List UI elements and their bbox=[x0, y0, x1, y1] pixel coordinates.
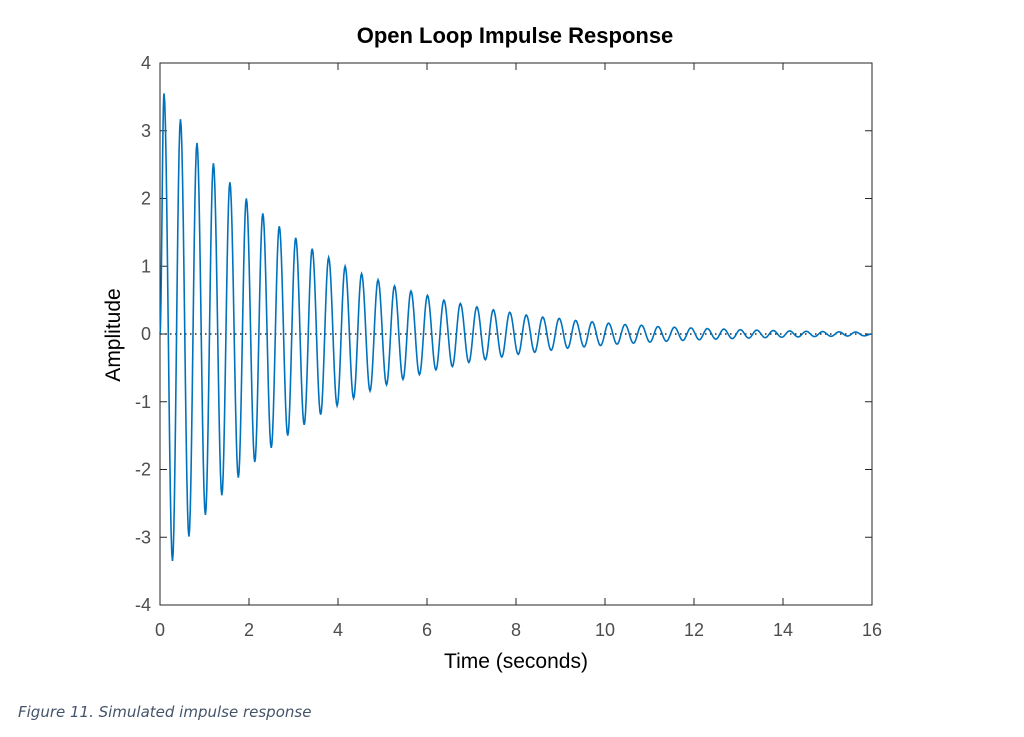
y-axis-label: Amplitude bbox=[102, 288, 125, 381]
y-tick-label: -3 bbox=[135, 527, 151, 547]
y-tick-label: -1 bbox=[135, 392, 151, 412]
x-tick-label: 12 bbox=[684, 620, 704, 640]
y-tick-label: 3 bbox=[141, 121, 151, 141]
x-tick-label: 16 bbox=[862, 620, 882, 640]
y-tick-label: 0 bbox=[141, 324, 151, 344]
series-line bbox=[159, 93, 873, 562]
y-tick-label: -4 bbox=[135, 595, 151, 615]
chart-title: Open Loop Impulse Response bbox=[357, 23, 674, 48]
x-tick-label: 6 bbox=[422, 620, 432, 640]
x-tick-label: 14 bbox=[773, 620, 793, 640]
y-tick-label: 4 bbox=[141, 53, 151, 73]
figure-caption: Figure 11. Simulated impulse response bbox=[18, 703, 312, 721]
y-tick-label: 2 bbox=[141, 189, 151, 209]
y-tick-labels: 4 3 2 1 0 -1 -2 -3 -4 bbox=[135, 53, 151, 615]
y-tick-label: 1 bbox=[141, 256, 151, 276]
x-tick-label: 4 bbox=[333, 620, 343, 640]
x-axis-label: Time (seconds) bbox=[444, 650, 588, 673]
x-tick-labels: 0 2 4 6 8 10 12 14 16 bbox=[155, 620, 882, 640]
y-tick-label: -2 bbox=[135, 460, 151, 480]
axis-ticks bbox=[159, 62, 873, 606]
x-tick-label: 8 bbox=[511, 620, 521, 640]
x-tick-label: 2 bbox=[244, 620, 254, 640]
x-tick-label: 10 bbox=[595, 620, 615, 640]
x-tick-label: 0 bbox=[155, 620, 165, 640]
